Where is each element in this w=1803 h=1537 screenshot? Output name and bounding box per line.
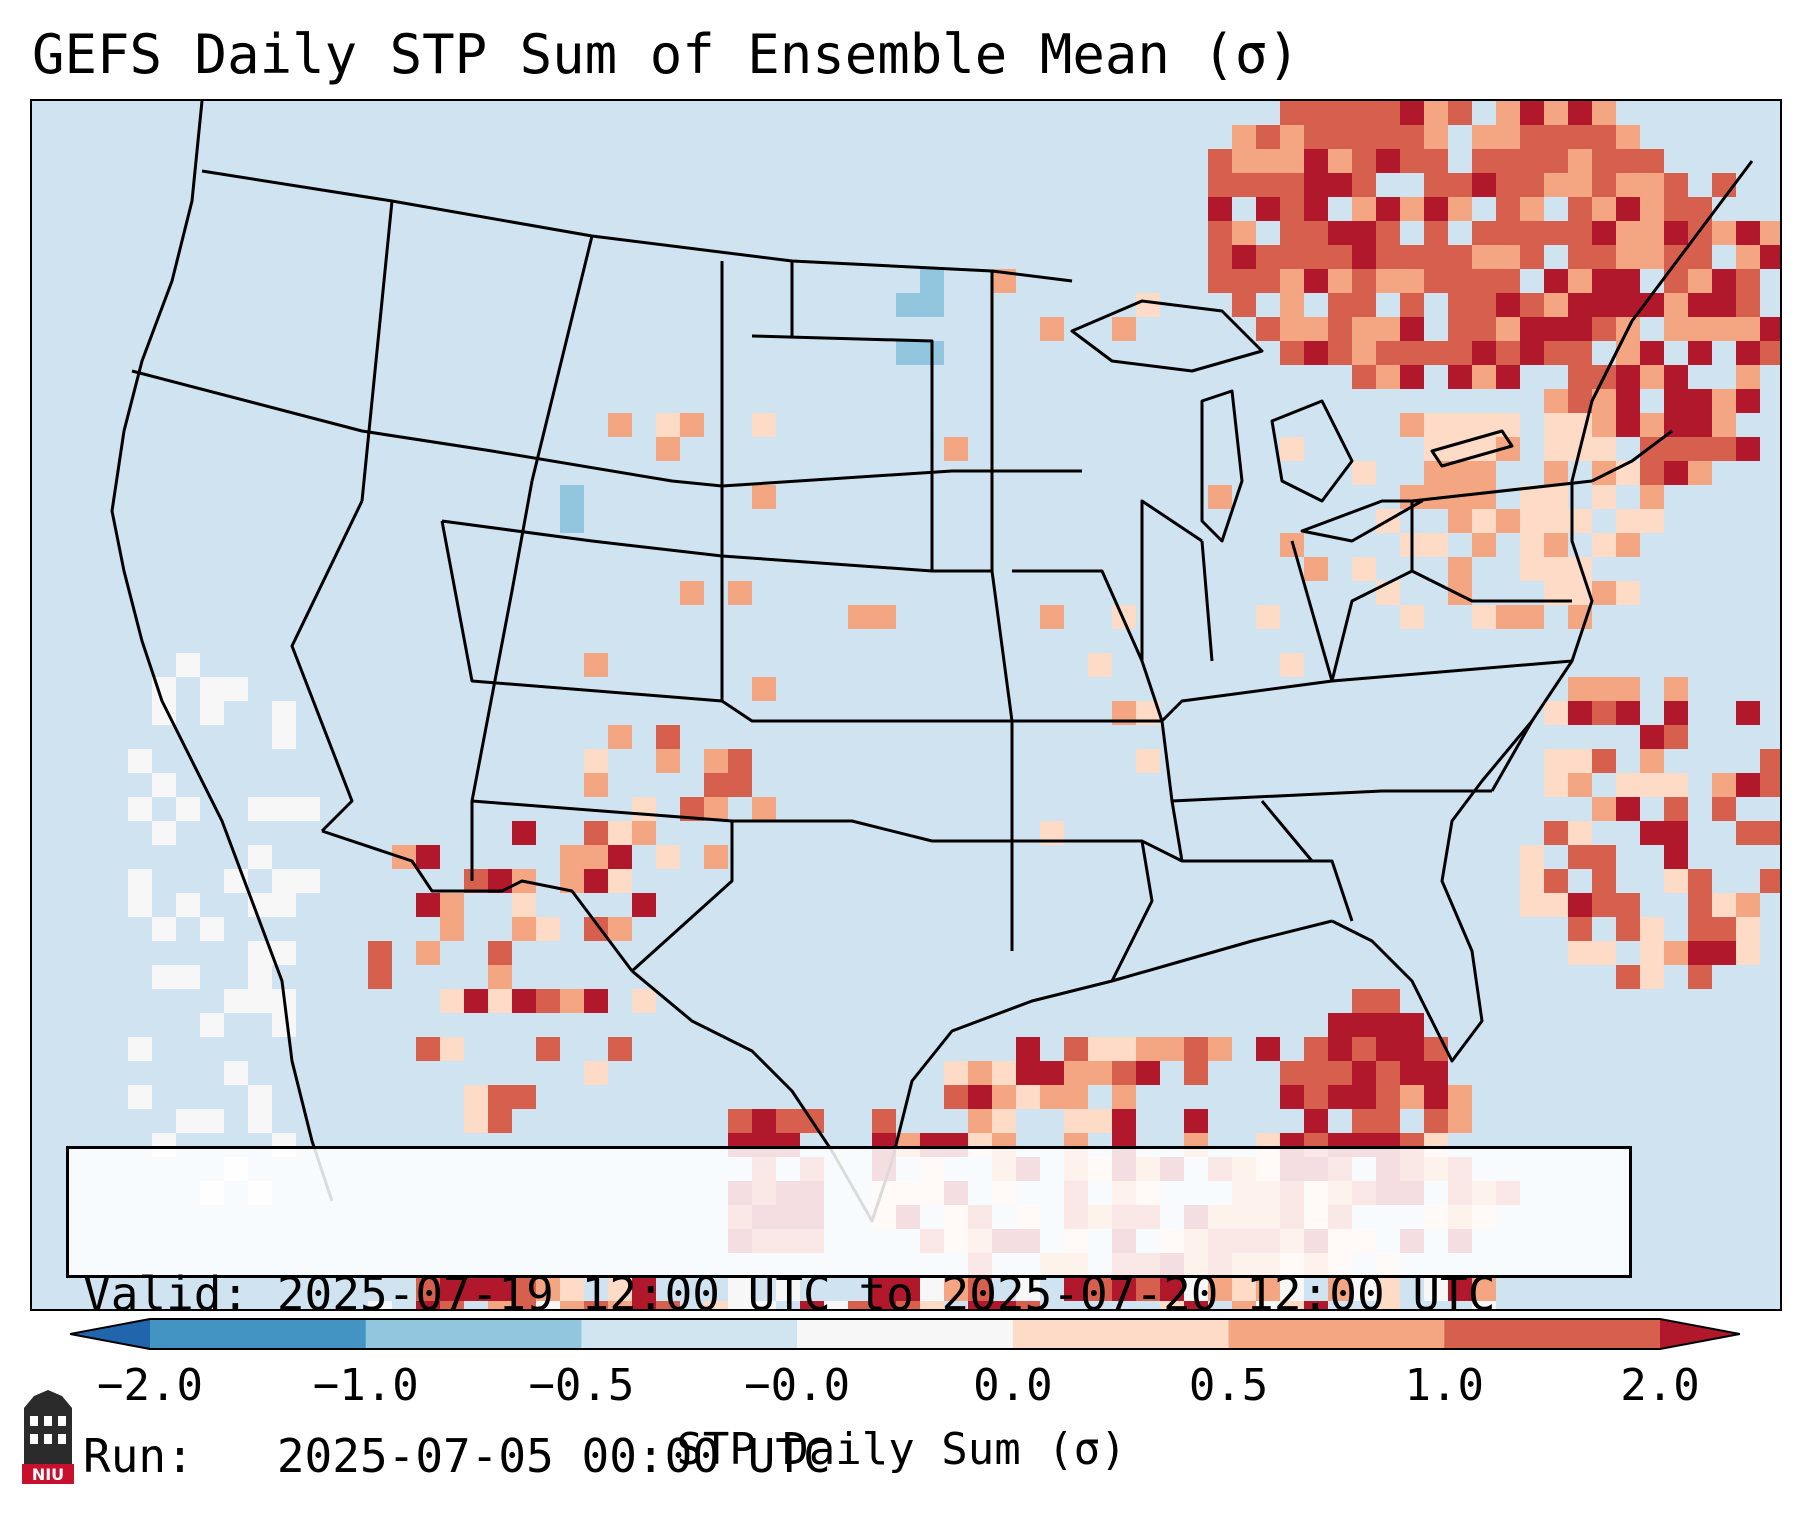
canada-border [201,169,1073,283]
colorbar-tick-label: 0.0 [973,1360,1053,1411]
colorbar-label: STP Daily Sum (σ) [676,1424,1127,1475]
lake-michigan [1200,389,1244,543]
stp-anomaly-field [128,101,1780,1309]
valid-time-box: Valid: 2025-07-19 12:00 UTC to 2025-07-2… [66,1146,1632,1483]
colorbar-segment [365,1319,582,1349]
colorbar-segment [797,1319,1014,1349]
colorbar-tick-label: −0.5 [528,1360,635,1411]
colorbar-segment [1228,1319,1445,1349]
gulf-coastline [631,919,1333,1223]
west-coastline [110,101,334,1202]
colorbar-segment [581,1319,798,1349]
state-boundaries [110,101,1754,1223]
colorbar-tick-label: −0.0 [744,1360,851,1411]
logo-text: NIU [32,1465,64,1484]
lake-huron [1270,399,1354,503]
chart-title: GEFS Daily STP Sum of Ensemble Mean (σ) [32,23,1300,86]
colorbar-tick-label: −2.0 [97,1360,203,1411]
colorbar-segment [150,1319,367,1349]
map-canvas [110,101,1780,1309]
niu-tower-logo-icon: NIU [22,1390,74,1484]
colorbar [70,1318,1740,1350]
colorbar-tick-label: 2.0 [1620,1360,1700,1411]
run-time-line: Run: 2025-07-05 00:00 UTC [83,1429,831,1483]
mexico-border [321,829,634,972]
colorbar-tick-label: 0.5 [1188,1360,1269,1411]
colorbar-extend-low [70,1319,150,1349]
valid-time-line: Valid: 2025-07-19 12:00 UTC to 2025-07-2… [83,1267,1496,1321]
colorbar-segment [1444,1319,1661,1349]
colorbar-segment [1012,1319,1230,1349]
colorbar-tick-label: −1.0 [312,1360,419,1411]
lake-ontario [1430,429,1514,468]
colorbar-tick-label: 1.0 [1404,1360,1485,1411]
lake-superior [1070,299,1264,373]
map-panel[interactable] [30,99,1782,1311]
colorbar-extend-high [1660,1319,1740,1349]
